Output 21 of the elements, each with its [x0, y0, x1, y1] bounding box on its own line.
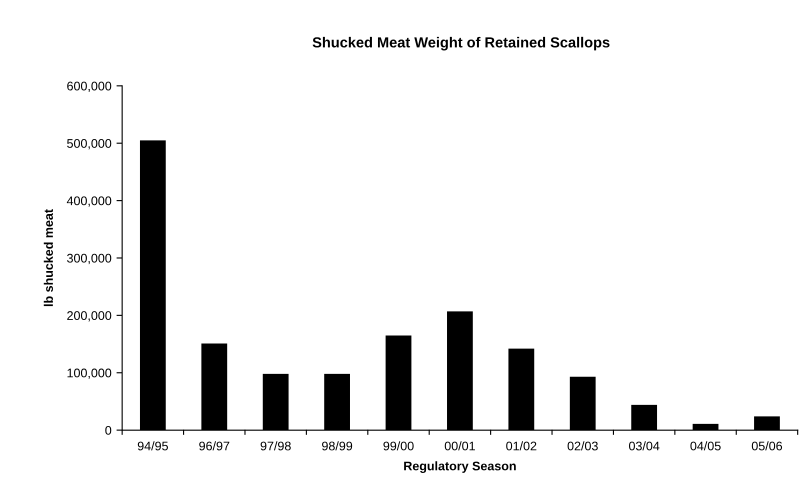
- y-tick-label: 0: [105, 426, 112, 435]
- x-tick-label: 01/02: [506, 441, 536, 450]
- x-tick-label: 03/04: [628, 441, 660, 450]
- x-tick-label: 98/99: [322, 441, 352, 450]
- x-tick-label: 04/05: [690, 441, 721, 450]
- y-tick-label: 300,000: [67, 254, 112, 264]
- x-tick-label: 02/03: [568, 441, 598, 450]
- y-tick-label: 200,000: [67, 311, 112, 322]
- x-tick-label: 99/00: [383, 441, 414, 450]
- x-axis-title: Regulatory Season: [404, 461, 516, 473]
- y-tick-label: 400,000: [66, 196, 112, 207]
- x-tick-label: 94/95: [138, 441, 168, 450]
- y-tick-label: 600,000: [67, 82, 112, 92]
- x-tick-label: 96/97: [199, 441, 230, 450]
- y-axis-title: lb shucked meat: [44, 209, 53, 306]
- x-tick-label: 05/06: [752, 441, 782, 450]
- y-tick-label: 100,000: [68, 368, 112, 379]
- chart-title: Shucked Meat Weight of Retained Scallops: [312, 36, 610, 50]
- x-tick-label: 97/98: [260, 441, 291, 450]
- x-tick-label: 00/01: [444, 441, 475, 450]
- y-tick-label: 500,000: [67, 139, 112, 150]
